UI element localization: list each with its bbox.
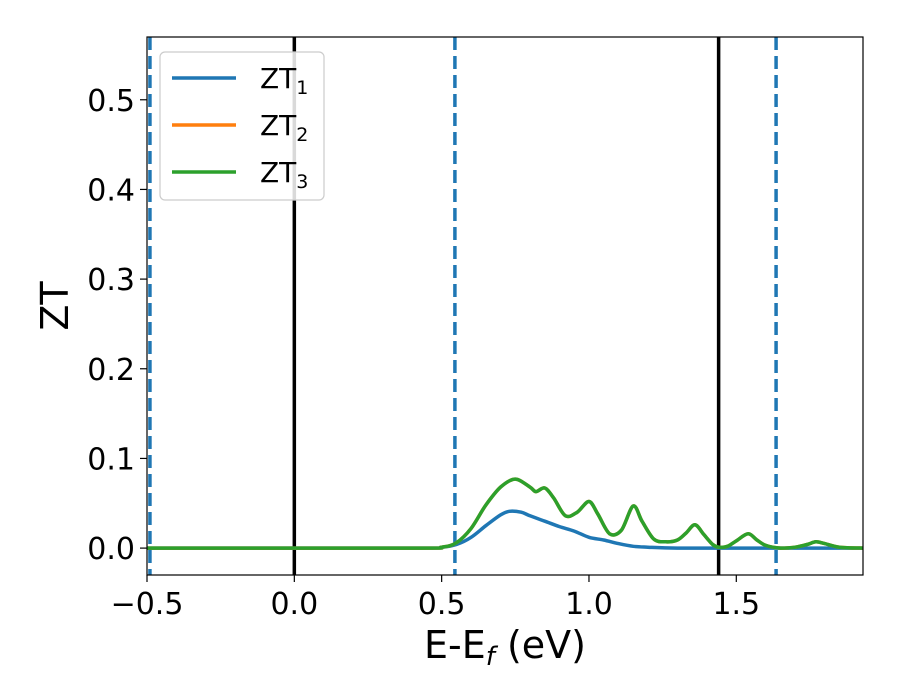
- x-axis-title: E-Ef (eV): [424, 623, 586, 672]
- x-tick-label: 1.0: [565, 587, 613, 622]
- y-axis-title: ZT: [33, 281, 77, 331]
- legend-box: [159, 51, 325, 201]
- legend-label-zt1: ZT1: [260, 62, 308, 99]
- legend-label-zt3: ZT3: [260, 156, 308, 193]
- legend-label-zt2: ZT2: [260, 109, 308, 146]
- x-tick-label: 0.0: [270, 587, 318, 622]
- y-tick-label: 0.2: [87, 353, 135, 388]
- legend: ZT1 ZT2 ZT3: [159, 51, 325, 201]
- y-tick-label: 0.5: [87, 84, 135, 119]
- x-tick-label: −0.5: [111, 587, 184, 622]
- plot-frame: [146, 36, 864, 576]
- axes-ticks: −0.5 0.0 0.5 1.0 1.5 0.0 0.1 0.2 0.3 0.4 0.5: [87, 84, 760, 622]
- y-tick-label: 0.3: [87, 263, 135, 298]
- y-tick-label: 0.1: [87, 442, 135, 477]
- y-tick-label: 0.4: [87, 173, 135, 208]
- y-tick-label: 0.0: [87, 532, 135, 567]
- series-line-zt3: [147, 477, 863, 550]
- x-tick-label: 1.5: [712, 587, 760, 622]
- x-tick-label: 0.5: [418, 587, 466, 622]
